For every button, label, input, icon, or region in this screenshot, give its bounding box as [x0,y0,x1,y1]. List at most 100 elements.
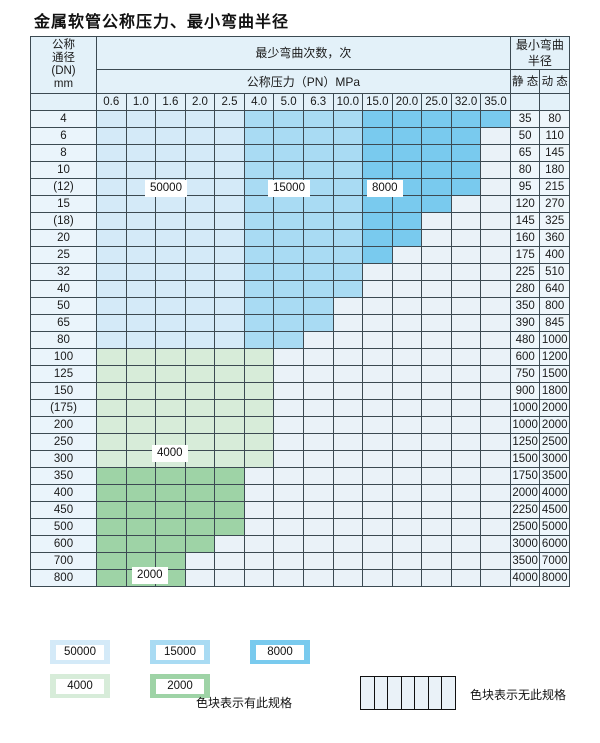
data-cell [421,348,452,366]
data-cell [332,144,364,162]
data-cell [302,195,334,213]
data-cell [391,212,423,230]
data-cell [480,110,511,128]
table-row: 15 120 270 [30,195,570,213]
dn-cell: 450 [30,501,97,519]
static-radius-cell: 225 [509,263,541,281]
data-cell [273,365,304,383]
table-body: 4 35 80 6 50 110 8 65 145 10 80 180 (12) 95 215 15 120 27… [30,110,570,587]
static-radius-cell: 2500 [509,518,541,536]
callout-label-4000: 4000 [152,445,188,462]
dynamic-radius-cell: 110 [539,127,570,145]
data-cell [302,518,334,536]
data-cell [155,382,186,400]
data-cell [214,416,245,434]
static-radius-cell: 120 [509,195,541,213]
pressure-col-1.0: 1.0 [125,93,157,111]
data-cell [214,569,245,587]
data-cell [332,467,364,485]
legend-swatch-50000: 50000 [50,640,110,664]
data-cell [243,331,275,349]
data-cell [480,263,511,281]
pressure-col-5.0: 5.0 [273,93,304,111]
dynamic-radius-cell: 2000 [539,416,570,434]
data-cell [243,297,275,315]
data-cell [184,484,216,502]
data-cell [450,331,482,349]
data-cell [273,161,304,179]
data-cell [184,178,216,196]
data-cell [362,535,393,553]
data-cell [391,382,423,400]
data-cell [450,348,482,366]
data-cell [480,127,511,145]
table-row: 700 3500 7000 [30,552,570,570]
dn-cell: 350 [30,467,97,485]
pressure-col-2.5: 2.5 [214,93,245,111]
data-cell [391,433,423,451]
data-cell [96,501,127,519]
data-cell [450,297,482,315]
data-cell [243,280,275,298]
data-cell [273,127,304,145]
data-cell [480,195,511,213]
data-cell [184,331,216,349]
data-cell [332,212,364,230]
callout-label-15000: 15000 [268,180,310,197]
data-cell [302,127,334,145]
data-cell [243,484,275,502]
dn-cell: 4 [30,110,97,128]
dynamic-header: 动 态 [539,69,570,94]
legend-swatch-label: 8000 [256,644,304,660]
data-cell [96,433,127,451]
data-cell [184,263,216,281]
table-row: 350 1750 3500 [30,467,570,485]
static-radius-cell: 480 [509,331,541,349]
legend-swatch-8000: 8000 [250,640,310,664]
data-cell [184,348,216,366]
table-row: (175) 1000 2000 [30,399,570,417]
data-cell [96,229,127,247]
dn-cell: (18) [30,212,97,230]
table-row: 500 2500 5000 [30,518,570,536]
data-cell [391,535,423,553]
data-cell [480,229,511,247]
data-cell [96,161,127,179]
data-cell [362,569,393,587]
data-cell [125,212,157,230]
data-cell [302,382,334,400]
data-cell [362,433,393,451]
pressure-col-1.6: 1.6 [155,93,186,111]
data-cell [214,433,245,451]
dynamic-radius-cell: 4000 [539,484,570,502]
data-cell [96,331,127,349]
dynamic-radius-cell: 270 [539,195,570,213]
dynamic-radius-cell: 80 [539,110,570,128]
pressure-header: 公称压力（PN）MPa [96,69,511,94]
dn-cell: 400 [30,484,97,502]
data-cell [302,263,334,281]
data-cell [273,399,304,417]
data-cell [96,280,127,298]
data-cell [450,127,482,145]
static-radius-cell: 4000 [509,569,541,587]
data-cell [273,450,304,468]
data-cell [362,314,393,332]
dynamic-radius-cell: 640 [539,280,570,298]
static-radius-cell: 80 [509,161,541,179]
dn-cell: 125 [30,365,97,383]
data-cell [391,348,423,366]
dn-cell: (12) [30,178,97,196]
data-cell [480,178,511,196]
data-cell [273,331,304,349]
data-cell [450,433,482,451]
table-row: 25 175 400 [30,246,570,264]
data-cell [214,212,245,230]
data-cell [214,552,245,570]
data-cell [214,535,245,553]
data-cell [155,467,186,485]
dynamic-radius-cell: 6000 [539,535,570,553]
data-cell [155,365,186,383]
dn-cell: 65 [30,314,97,332]
data-cell [421,297,452,315]
